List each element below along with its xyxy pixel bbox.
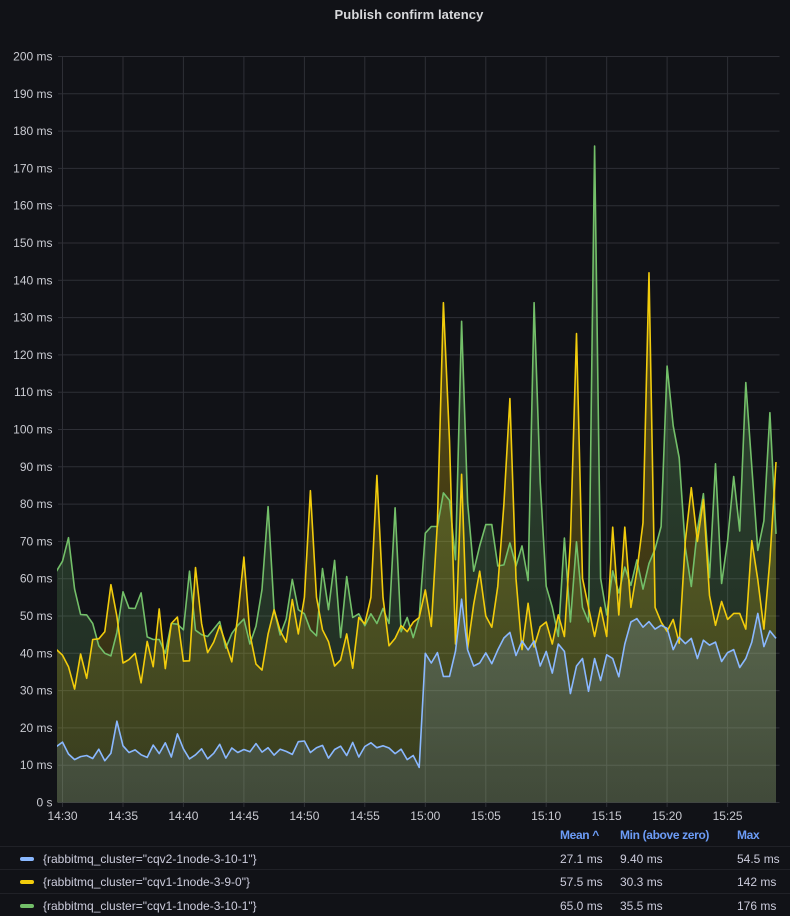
svg-text:200 ms: 200 ms (13, 50, 52, 64)
svg-text:170 ms: 170 ms (13, 161, 52, 175)
svg-text:60 ms: 60 ms (20, 572, 53, 586)
svg-text:14:45: 14:45 (229, 809, 259, 823)
svg-text:160 ms: 160 ms (13, 199, 52, 213)
svg-text:110 ms: 110 ms (14, 385, 52, 399)
svg-text:15:05: 15:05 (471, 809, 501, 823)
svg-text:90 ms: 90 ms (20, 460, 53, 474)
svg-text:50 ms: 50 ms (20, 609, 53, 623)
svg-text:14:40: 14:40 (168, 809, 198, 823)
svg-text:40 ms: 40 ms (20, 646, 53, 660)
svg-text:130 ms: 130 ms (13, 311, 52, 325)
svg-text:15:15: 15:15 (592, 809, 622, 823)
svg-text:15:10: 15:10 (531, 809, 561, 823)
svg-text:15:00: 15:00 (410, 809, 440, 823)
svg-text:120 ms: 120 ms (13, 348, 52, 362)
svg-text:15:25: 15:25 (713, 809, 743, 823)
svg-text:70 ms: 70 ms (20, 534, 53, 548)
svg-text:150 ms: 150 ms (13, 236, 52, 250)
svg-text:14:30: 14:30 (47, 809, 77, 823)
svg-text:10 ms: 10 ms (20, 758, 53, 772)
svg-text:30 ms: 30 ms (20, 684, 53, 698)
svg-text:14:55: 14:55 (350, 809, 380, 823)
svg-text:140 ms: 140 ms (13, 273, 52, 287)
svg-text:14:35: 14:35 (108, 809, 138, 823)
svg-text:0 s: 0 s (36, 796, 52, 810)
svg-text:100 ms: 100 ms (13, 423, 52, 437)
svg-text:190 ms: 190 ms (13, 87, 52, 101)
svg-text:15:20: 15:20 (652, 809, 682, 823)
svg-text:180 ms: 180 ms (13, 124, 52, 138)
svg-text:20 ms: 20 ms (20, 721, 53, 735)
svg-text:14:50: 14:50 (289, 809, 319, 823)
svg-text:80 ms: 80 ms (20, 497, 53, 511)
